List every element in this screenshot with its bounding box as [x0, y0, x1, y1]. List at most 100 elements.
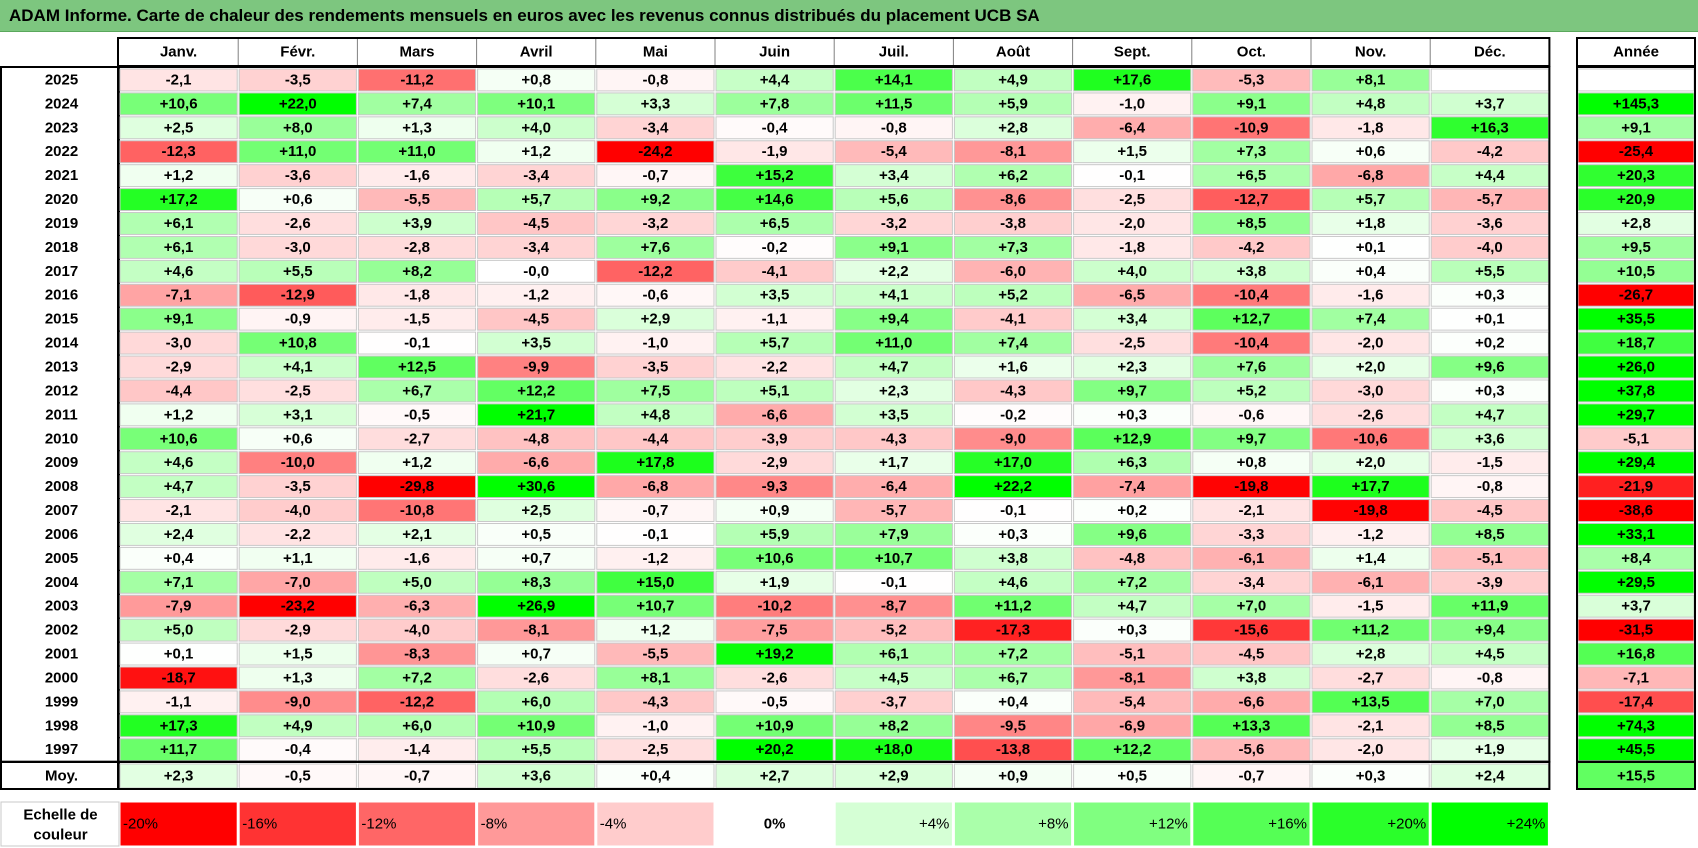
heat-cell	[1073, 164, 1192, 188]
cell-value: +14,1	[875, 71, 913, 88]
heat-cell	[238, 451, 357, 475]
cell-value: +2,0	[1356, 454, 1386, 471]
cell-value: -3,5	[285, 71, 311, 88]
cell-value: -1,6	[404, 550, 430, 567]
year-label-2007: 2007	[45, 502, 78, 519]
annual-value: +18,7	[1617, 335, 1655, 352]
cell-value: -5,1	[1119, 646, 1145, 663]
cell-value: -10,9	[1234, 119, 1268, 136]
cell-value: -5,5	[404, 191, 430, 208]
cell-value: -2,0	[1358, 335, 1384, 352]
cell-value: +9,1	[879, 239, 909, 256]
heat-cell	[1430, 714, 1549, 738]
cell-value: -5,3	[1238, 71, 1264, 88]
heat-cell	[1192, 140, 1311, 164]
heat-cell	[1430, 475, 1549, 499]
heat-cell	[119, 212, 238, 235]
heat-cell	[1073, 259, 1192, 283]
heat-cell	[715, 235, 834, 259]
heat-cell	[1192, 666, 1311, 690]
cell-value: +7,5	[641, 382, 671, 399]
year-label-2001: 2001	[45, 646, 78, 663]
heat-cell	[1192, 212, 1311, 235]
cell-value: -4,1	[1000, 311, 1026, 328]
year-label-2024: 2024	[45, 95, 79, 112]
cell-value: +1,2	[402, 454, 432, 471]
heat-cell	[1192, 307, 1311, 331]
heat-cell	[715, 642, 834, 666]
cell-value: +6,0	[521, 693, 551, 710]
cell-value: +3,5	[760, 287, 790, 304]
cell-value: +4,1	[879, 287, 909, 304]
cell-value: -2,6	[523, 669, 549, 686]
heat-cell	[834, 618, 953, 642]
year-label-2016: 2016	[45, 287, 78, 304]
cell-value: -8,1	[1119, 669, 1145, 686]
heat-cell	[1311, 451, 1430, 475]
heat-cell	[1192, 594, 1311, 618]
heat-cell	[953, 618, 1073, 642]
cell-value: +4,7	[1475, 406, 1505, 423]
cell-value: -10,6	[1353, 430, 1387, 447]
cell-value: -6,4	[881, 478, 908, 495]
year-label-2010: 2010	[45, 430, 78, 447]
heat-cell	[1073, 92, 1192, 116]
year-label-2002: 2002	[45, 622, 78, 639]
heat-cell	[596, 164, 715, 188]
year-label-2022: 2022	[45, 143, 78, 160]
cell-value: -5,1	[1477, 550, 1503, 567]
heat-cell	[238, 403, 357, 427]
cell-value: +3,5	[879, 406, 909, 423]
heat-cell	[715, 259, 834, 283]
legend-label-line2: couleur	[33, 827, 87, 844]
cell-value: +0,8	[521, 71, 551, 88]
cell-value: -1,1	[762, 311, 788, 328]
cell-value: +4,4	[1475, 167, 1505, 184]
cell-value: -9,3	[762, 478, 788, 495]
heat-cell	[953, 355, 1073, 379]
month-header-6: Juin	[759, 44, 790, 61]
heat-cell	[357, 618, 477, 642]
heat-cell	[596, 403, 715, 427]
cell-value: +1,3	[402, 119, 432, 136]
heat-cell	[238, 331, 357, 355]
heat-cell	[238, 355, 357, 379]
heat-cell	[1192, 499, 1311, 522]
cell-value: +17,8	[636, 454, 674, 471]
heat-cell	[119, 283, 238, 307]
cell-value: -2,5	[642, 741, 668, 758]
cell-value: -1,0	[1119, 95, 1145, 112]
heat-cell	[1073, 379, 1192, 403]
heat-cell	[1430, 403, 1549, 427]
cell-value: +2,3	[1117, 359, 1147, 376]
cell-value: -2,6	[1358, 406, 1384, 423]
heat-cell	[715, 451, 834, 475]
heat-cell	[1430, 235, 1549, 259]
cell-value: -1,2	[1358, 526, 1384, 543]
heat-cell	[1311, 283, 1430, 307]
cell-value: +15,2	[756, 167, 794, 184]
cell-value: -11,2	[400, 71, 433, 88]
cell-value: -3,2	[881, 215, 907, 232]
cell-value: -7,0	[285, 574, 311, 591]
cell-value: +1,6	[998, 359, 1028, 376]
heat-cell	[1192, 475, 1311, 499]
cell-value: -10,8	[400, 502, 434, 519]
average-label: Moy.	[45, 768, 78, 785]
cell-value: +21,7	[517, 406, 555, 423]
cell-value: +4,8	[641, 406, 671, 423]
cell-value: +7,4	[402, 95, 432, 112]
heat-cell	[953, 714, 1073, 738]
heat-cell	[357, 188, 477, 212]
heat-cell	[596, 331, 715, 355]
heat-cell	[357, 690, 477, 714]
heat-cell	[596, 618, 715, 642]
heat-cell	[834, 259, 953, 283]
cell-value: -12,2	[638, 263, 672, 280]
cell-value: -0,8	[642, 71, 668, 88]
cell-value: -10,2	[757, 598, 791, 615]
heat-cell	[953, 307, 1073, 331]
cell-value: -3,0	[166, 335, 192, 352]
cell-value: +10,9	[756, 717, 794, 734]
year-label-2004: 2004	[45, 574, 79, 591]
